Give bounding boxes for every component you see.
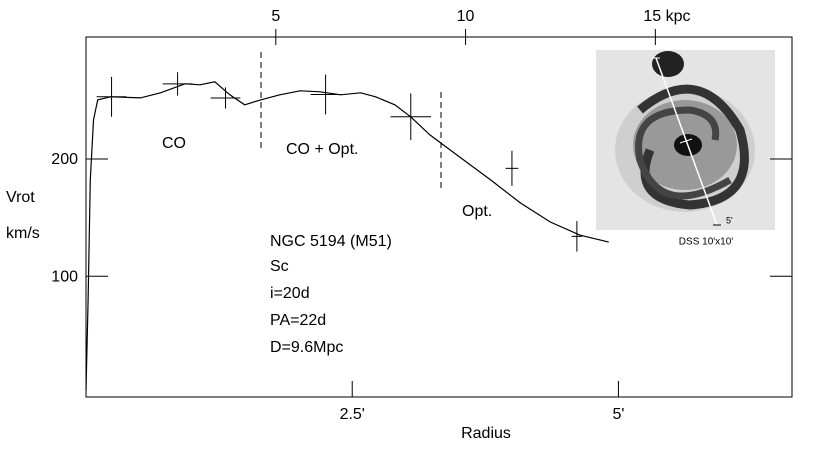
y-tick-label: 100 <box>51 268 78 285</box>
inset-image: 5' <box>596 50 775 230</box>
x2-tick-label: 10 <box>457 8 475 25</box>
plot-frame <box>85 36 793 398</box>
annotation: PA=22d <box>270 312 326 329</box>
y-axis-unit: km/s <box>6 225 40 242</box>
x-axis-label: Radius <box>461 425 511 442</box>
x2-tick-label: 5 <box>271 8 280 25</box>
annotation: NGC 5194 (M51) <box>270 233 392 250</box>
annotation: D=9.6Mpc <box>270 339 343 356</box>
inset-caption: DSS 10'x10' <box>679 237 733 248</box>
x2-tick-label: 15 kpc <box>643 8 690 25</box>
rotation-curve <box>85 81 609 391</box>
inset-scale: 5' <box>726 215 733 225</box>
y-tick-label: 200 <box>51 151 78 168</box>
x-tick-label: 2.5' <box>340 406 365 423</box>
x-tick-label: 5' <box>612 406 624 423</box>
annotation: CO + Opt. <box>286 141 358 158</box>
y-axis-label: Vrot <box>6 189 35 206</box>
annotation: Sc <box>270 258 289 275</box>
annotation: Opt. <box>462 203 492 220</box>
annotation: i=20d <box>270 285 310 302</box>
annotation: CO <box>162 135 186 152</box>
